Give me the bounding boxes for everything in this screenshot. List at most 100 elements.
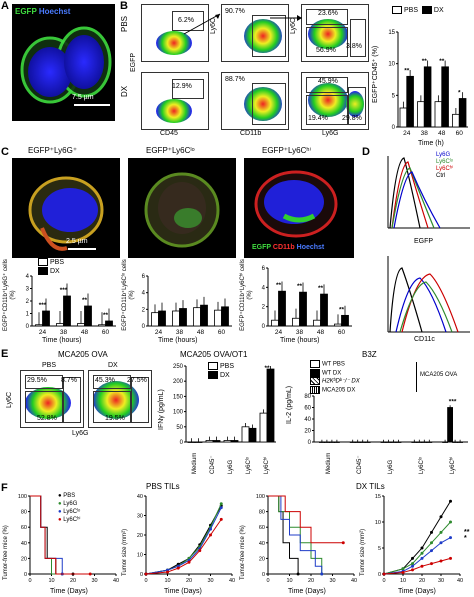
legend-pbs: PBS xyxy=(220,362,235,370)
data-point xyxy=(209,527,212,531)
y-tick-label: 30 xyxy=(137,514,143,520)
x-tick-label: 40 xyxy=(229,578,235,584)
data-point xyxy=(430,541,433,545)
c-micrograph-3: EGFP CD11b Hoechst xyxy=(244,158,354,258)
legend-wt-pbs: WT PBS xyxy=(322,361,345,368)
bar xyxy=(399,107,408,128)
bar xyxy=(271,319,279,327)
c-xlabel-2: Time (hours) xyxy=(158,337,198,344)
x-tick-label: 20 xyxy=(419,578,425,584)
legend-ly6g: Ly6G xyxy=(436,152,451,158)
y-tick-label: 100 xyxy=(256,494,265,500)
bar xyxy=(452,441,459,443)
panel-f-letter: F xyxy=(1,482,8,494)
pct: 88.7% xyxy=(225,76,245,83)
bar xyxy=(77,323,85,327)
scale-bar xyxy=(68,248,96,250)
bar xyxy=(299,291,307,327)
y-tick-label: 5 xyxy=(378,546,381,552)
flow-dx-cd11b: 88.7% xyxy=(221,72,289,130)
bar xyxy=(42,310,50,327)
data-point xyxy=(320,572,324,576)
flow-dx-cd45: 12.9% xyxy=(141,72,209,130)
gating-arrows xyxy=(183,13,302,35)
histogram-cd11c xyxy=(387,256,470,333)
series-line xyxy=(30,495,63,575)
x-tick-label: 0 xyxy=(266,578,269,584)
x-tick-label: 10 xyxy=(164,578,170,584)
bar xyxy=(364,441,371,443)
x-tick-label: 60 xyxy=(218,329,226,336)
y-tick-label: 150 xyxy=(173,394,184,400)
f-xlabel-4: Time (Days) xyxy=(398,588,436,595)
x-tick-label: 30 xyxy=(207,578,213,584)
bar xyxy=(266,368,275,443)
y-tick-label: 0 xyxy=(308,440,312,446)
c-micrograph-1: 2.5 µm xyxy=(12,158,120,258)
bar xyxy=(151,312,159,327)
data-point xyxy=(420,564,424,568)
x-tick-label: 10 xyxy=(400,578,406,584)
chart-f-pbs-free: 0 20 40 60 80 100 0 10 20 30 40 xyxy=(18,494,119,584)
bar xyxy=(278,290,286,327)
legend-pbs: PBS xyxy=(404,6,419,14)
bar xyxy=(334,441,340,443)
y-tick-label: 80 xyxy=(304,394,311,400)
pct: 8.7% xyxy=(61,377,77,384)
bar xyxy=(248,427,257,443)
e-ylabel-il2: IL-2 (pg/mL) xyxy=(286,385,293,424)
pct: 19.4% xyxy=(308,115,328,122)
legend-pbs: PBS xyxy=(63,493,76,499)
f-stars-side: *** xyxy=(464,529,470,542)
bar xyxy=(447,407,454,443)
bar xyxy=(334,323,342,327)
bar xyxy=(179,308,187,327)
panel-a-letter: A xyxy=(1,0,9,12)
legend-egfp: EGFP xyxy=(252,244,271,251)
x-tick-label: 38 xyxy=(60,329,68,336)
legend-dx: DX xyxy=(220,371,230,379)
y-tick-label: 4 xyxy=(26,274,30,280)
pct: 6.2% xyxy=(178,17,194,24)
data-point xyxy=(187,560,191,564)
y-tick-label: 0 xyxy=(378,572,381,578)
bar xyxy=(320,293,328,327)
bar xyxy=(354,441,361,443)
data-point xyxy=(420,546,424,550)
bar xyxy=(406,75,414,128)
legend-pbs: PBS xyxy=(50,258,65,266)
data-point xyxy=(411,568,414,572)
x-category-label: Medium xyxy=(326,452,333,474)
y-tick-label: 2 xyxy=(142,307,146,313)
e-title-ot1: MCA205 OVA/OT1 xyxy=(180,350,248,359)
flow-pbs-cd45: 6.2% xyxy=(141,4,209,62)
b-xlabel: Time (h) xyxy=(418,140,444,147)
d-x-egfp: EGFP xyxy=(414,238,434,245)
e-x-ly6g: Ly6G xyxy=(72,430,89,437)
pct: 29.5% xyxy=(27,377,47,384)
bar xyxy=(359,441,366,443)
x-tick-label: 20 xyxy=(186,578,192,584)
series-line xyxy=(268,495,344,544)
e-y-ly6c: Ly6C xyxy=(6,391,13,408)
pct: 19.5% xyxy=(105,415,125,422)
bar xyxy=(259,412,268,443)
c-legend: PBS DX xyxy=(38,258,64,276)
x-tick-label: 20 xyxy=(308,578,314,584)
y-tick-label: 60 xyxy=(21,525,27,531)
e-flow-pbs: PBS xyxy=(42,362,57,369)
data-point xyxy=(449,556,452,560)
x-category-label: Ly6Cˡᵒ xyxy=(246,457,252,474)
data-point xyxy=(176,566,180,570)
x-tick-label: 48 xyxy=(438,130,446,137)
y-tick-label: 100 xyxy=(173,410,184,416)
scale-label: 7.5 µm xyxy=(72,94,94,101)
pct: 52.8% xyxy=(37,415,57,422)
bar xyxy=(200,304,208,327)
e-legend-il2: WT PBS WT DX H2KᵇDᵇ⁻/⁻ DX MCA205 DX xyxy=(310,360,360,394)
data-point xyxy=(411,556,414,560)
significance: ** xyxy=(82,297,88,304)
bar xyxy=(221,306,229,327)
bar xyxy=(98,324,106,327)
data-point xyxy=(439,559,443,563)
